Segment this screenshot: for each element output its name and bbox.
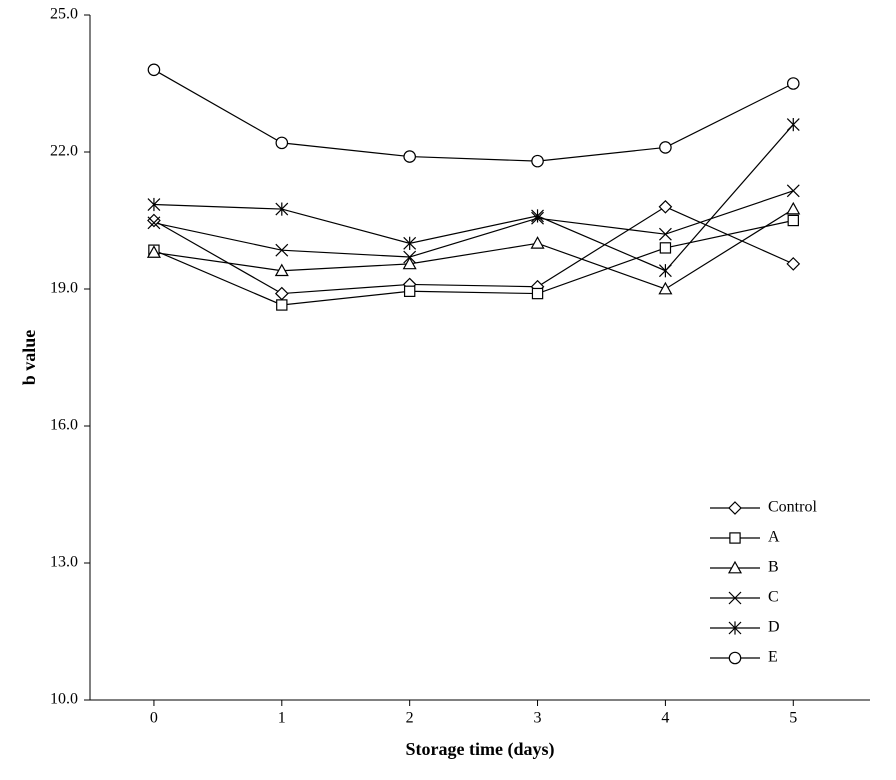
series-line-d: [154, 125, 793, 271]
x-tick-label: 3: [534, 709, 542, 726]
y-tick-label: 22.0: [50, 143, 78, 160]
y-tick-label: 16.0: [50, 417, 78, 434]
marker-asterisk-icon: [532, 209, 544, 222]
x-tick-label: 2: [406, 709, 414, 726]
marker-diamond-icon: [787, 258, 799, 270]
marker-square-icon: [277, 300, 287, 310]
marker-circle-icon: [276, 137, 287, 148]
marker-xcross-icon: [787, 185, 799, 197]
legend-label: C: [768, 589, 779, 606]
marker-circle-icon: [404, 151, 415, 162]
legend-marker-circle-icon: [729, 652, 740, 663]
series-line-c: [154, 191, 793, 257]
marker-triangle-icon: [659, 283, 671, 294]
chart-container: 10.0 13.0 16.0 19.0 22.0 25.0 0 1 2 3 4 5 b value Sto…: [0, 0, 896, 780]
x-tick-label: 4: [661, 709, 669, 726]
series-line-control: [154, 207, 793, 294]
line-chart: 10.0 13.0 16.0 19.0 22.0 25.0 0 1 2 3 4 5 b value Sto…: [0, 0, 896, 780]
legend-marker-square-icon: [730, 533, 740, 543]
marker-circle-icon: [148, 64, 159, 75]
marker-square-icon: [405, 286, 415, 296]
marker-square-icon: [788, 215, 798, 225]
marker-triangle-icon: [532, 237, 544, 248]
y-tick-label: 19.0: [50, 280, 78, 297]
marker-circle-icon: [660, 142, 671, 153]
marker-asterisk-icon: [659, 264, 671, 277]
marker-asterisk-icon: [404, 237, 416, 250]
x-tick-label: 5: [789, 709, 797, 726]
legend-label: B: [768, 559, 779, 576]
y-tick-label: 13.0: [50, 554, 78, 571]
legend-marker-diamond-icon: [729, 502, 741, 514]
marker-diamond-icon: [659, 201, 671, 213]
marker-diamond-icon: [148, 215, 160, 227]
series-line-e: [154, 70, 793, 161]
marker-square-icon: [660, 243, 670, 253]
y-tick-label: 10.0: [50, 691, 78, 708]
marker-circle-icon: [788, 78, 799, 89]
legend-label: Control: [768, 499, 817, 516]
legend-label: A: [768, 529, 780, 546]
legend-label: D: [768, 619, 780, 636]
marker-triangle-icon: [787, 203, 799, 214]
marker-square-icon: [532, 288, 542, 298]
marker-asterisk-icon: [787, 118, 799, 131]
marker-diamond-icon: [276, 288, 288, 300]
series-line-a: [154, 221, 793, 305]
x-axis-title: Storage time (days): [406, 739, 555, 760]
axes: [90, 15, 870, 700]
x-tick-label: 1: [278, 709, 286, 726]
legend-label: E: [768, 649, 778, 666]
marker-circle-icon: [532, 155, 543, 166]
x-tick-label: 0: [150, 709, 158, 726]
y-axis-title: b value: [19, 330, 39, 386]
y-tick-label: 25.0: [50, 6, 78, 23]
